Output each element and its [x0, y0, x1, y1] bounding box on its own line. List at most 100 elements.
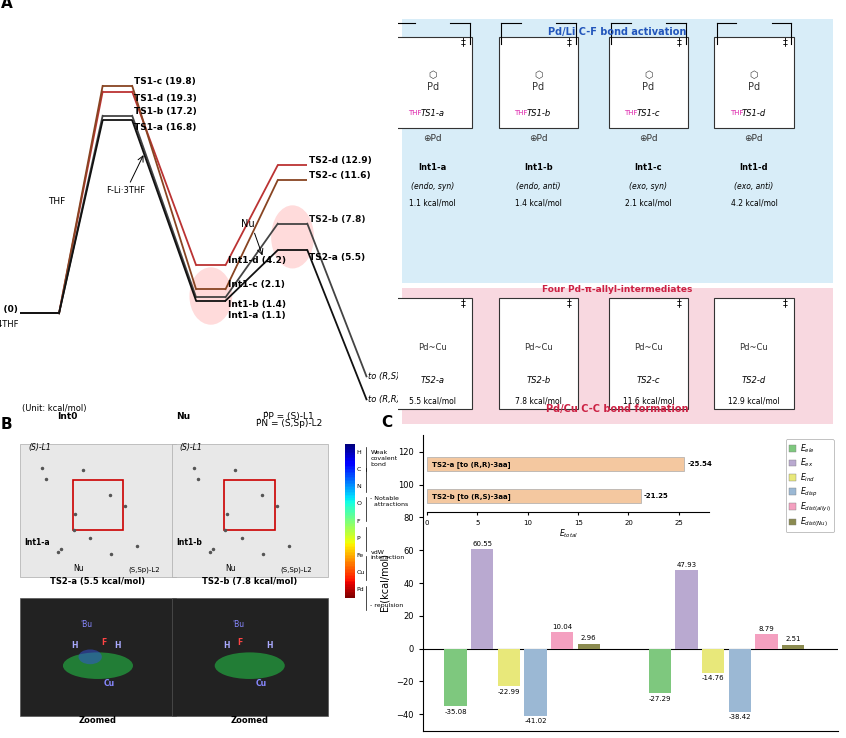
- Text: 2.1 kcal/mol: 2.1 kcal/mol: [625, 199, 672, 207]
- Bar: [345, 573, 354, 575]
- Text: Int1-b: Int1-b: [176, 538, 201, 547]
- Bar: [345, 551, 354, 554]
- Text: ⬡
Pd: ⬡ Pd: [748, 70, 760, 92]
- Text: ‡: ‡: [677, 298, 682, 308]
- Text: 11.6 kcal/mol: 11.6 kcal/mol: [623, 397, 674, 406]
- Bar: [345, 567, 354, 568]
- Bar: [345, 463, 354, 464]
- Text: 1.4 kcal/mol: 1.4 kcal/mol: [515, 199, 562, 207]
- Bar: [345, 507, 354, 508]
- Text: ‡: ‡: [461, 38, 466, 47]
- Bar: [345, 469, 354, 470]
- Bar: [345, 467, 354, 469]
- Bar: [345, 499, 354, 501]
- Text: (exo, syn): (exo, syn): [629, 182, 667, 190]
- Text: TS1-d: TS1-d: [742, 109, 766, 118]
- Text: -41.02: -41.02: [525, 718, 547, 725]
- FancyBboxPatch shape: [714, 38, 794, 128]
- Bar: [345, 503, 354, 504]
- Bar: [345, 591, 354, 593]
- Text: TS2-a (5.5 kcal/mol): TS2-a (5.5 kcal/mol): [51, 578, 146, 587]
- Text: P̂N = (S,Sp)-L2: P̂N = (S,Sp)-L2: [255, 418, 321, 428]
- Text: to (R,S)-3aa': to (R,S)-3aa': [369, 372, 420, 381]
- FancyBboxPatch shape: [499, 298, 578, 410]
- Text: (S)-L1: (S)-L1: [28, 444, 51, 452]
- Bar: [345, 590, 354, 592]
- Bar: [345, 516, 354, 518]
- Text: 2.51: 2.51: [785, 636, 801, 642]
- Text: 'Bu: 'Bu: [232, 621, 244, 630]
- Text: TS2-d (12.9): TS2-d (12.9): [310, 156, 372, 165]
- Text: O: O: [357, 502, 362, 506]
- Text: 8.79: 8.79: [759, 626, 774, 632]
- Text: TS2-a: TS2-a: [420, 376, 445, 385]
- Bar: [345, 479, 354, 481]
- Text: H: H: [357, 450, 361, 455]
- Text: Pd/Li C-F bond activation: Pd/Li C-F bond activation: [548, 27, 687, 37]
- Bar: [444, 649, 467, 706]
- Text: Nu: Nu: [225, 565, 235, 573]
- Text: Int1-a (1.1): Int1-a (1.1): [228, 311, 285, 320]
- Text: B: B: [1, 418, 13, 432]
- Bar: [345, 464, 354, 466]
- Text: (S,Sp)-L2: (S,Sp)-L2: [129, 566, 161, 573]
- Text: (exo, anti): (exo, anti): [734, 182, 773, 190]
- Text: F: F: [102, 638, 107, 647]
- Text: (endo, syn): (endo, syn): [411, 182, 454, 190]
- Bar: [345, 490, 354, 492]
- Text: Int1-b (1.4): Int1-b (1.4): [228, 300, 286, 309]
- Text: -27.29: -27.29: [649, 696, 671, 702]
- Bar: [345, 550, 354, 552]
- Text: THF: THF: [729, 110, 743, 116]
- Text: 7.8 kcal/mol: 7.8 kcal/mol: [515, 397, 562, 406]
- Bar: [345, 533, 354, 535]
- Bar: [345, 528, 354, 530]
- Bar: [224, 480, 275, 530]
- Bar: [345, 466, 354, 467]
- Bar: [345, 494, 354, 497]
- Text: TS1-a (16.8): TS1-a (16.8): [135, 123, 196, 132]
- Text: TS1-b: TS1-b: [526, 109, 551, 118]
- Bar: [345, 525, 354, 527]
- Text: ‡: ‡: [677, 38, 682, 47]
- Bar: [345, 447, 354, 449]
- Text: TS2-c (11.6): TS2-c (11.6): [310, 171, 371, 180]
- FancyBboxPatch shape: [402, 19, 833, 283]
- Text: Int1-b: Int1-b: [524, 163, 552, 172]
- Text: TS2-b (7.8 kcal/mol): TS2-b (7.8 kcal/mol): [202, 578, 297, 587]
- Text: TS2-d: TS2-d: [742, 376, 766, 385]
- Ellipse shape: [63, 652, 133, 679]
- Bar: [345, 565, 354, 567]
- Bar: [345, 584, 354, 585]
- Bar: [345, 450, 354, 452]
- Bar: [345, 504, 354, 506]
- Text: Cu: Cu: [255, 680, 267, 689]
- Text: -14.76: -14.76: [702, 675, 724, 681]
- Bar: [345, 534, 354, 537]
- Text: Pd~Cu: Pd~Cu: [524, 343, 552, 352]
- Text: P: P: [357, 536, 360, 540]
- Text: TS1-c (19.8): TS1-c (19.8): [135, 77, 196, 86]
- Text: Zoomed: Zoomed: [231, 717, 269, 725]
- Text: (S)-L1: (S)-L1: [179, 444, 202, 452]
- Bar: [345, 556, 354, 558]
- Text: 10.04: 10.04: [552, 624, 572, 630]
- Text: THF: THF: [48, 197, 66, 206]
- Text: 2.96: 2.96: [581, 635, 596, 641]
- Bar: [345, 539, 354, 541]
- Bar: [345, 501, 354, 503]
- Bar: [345, 493, 354, 495]
- Text: N: N: [357, 484, 361, 489]
- Text: ⬡
Pd: ⬡ Pd: [642, 70, 655, 92]
- Bar: [755, 634, 777, 649]
- Text: H: H: [223, 641, 229, 650]
- Text: Pd~Cu: Pd~Cu: [739, 343, 768, 352]
- Text: Four Pd-π-allyl-intermediates: Four Pd-π-allyl-intermediates: [542, 286, 693, 294]
- Bar: [345, 517, 354, 520]
- Bar: [345, 481, 354, 483]
- Bar: [345, 593, 354, 595]
- Bar: [345, 461, 354, 463]
- Bar: [345, 530, 354, 532]
- Text: Int1-d: Int1-d: [739, 163, 768, 172]
- Bar: [345, 508, 354, 510]
